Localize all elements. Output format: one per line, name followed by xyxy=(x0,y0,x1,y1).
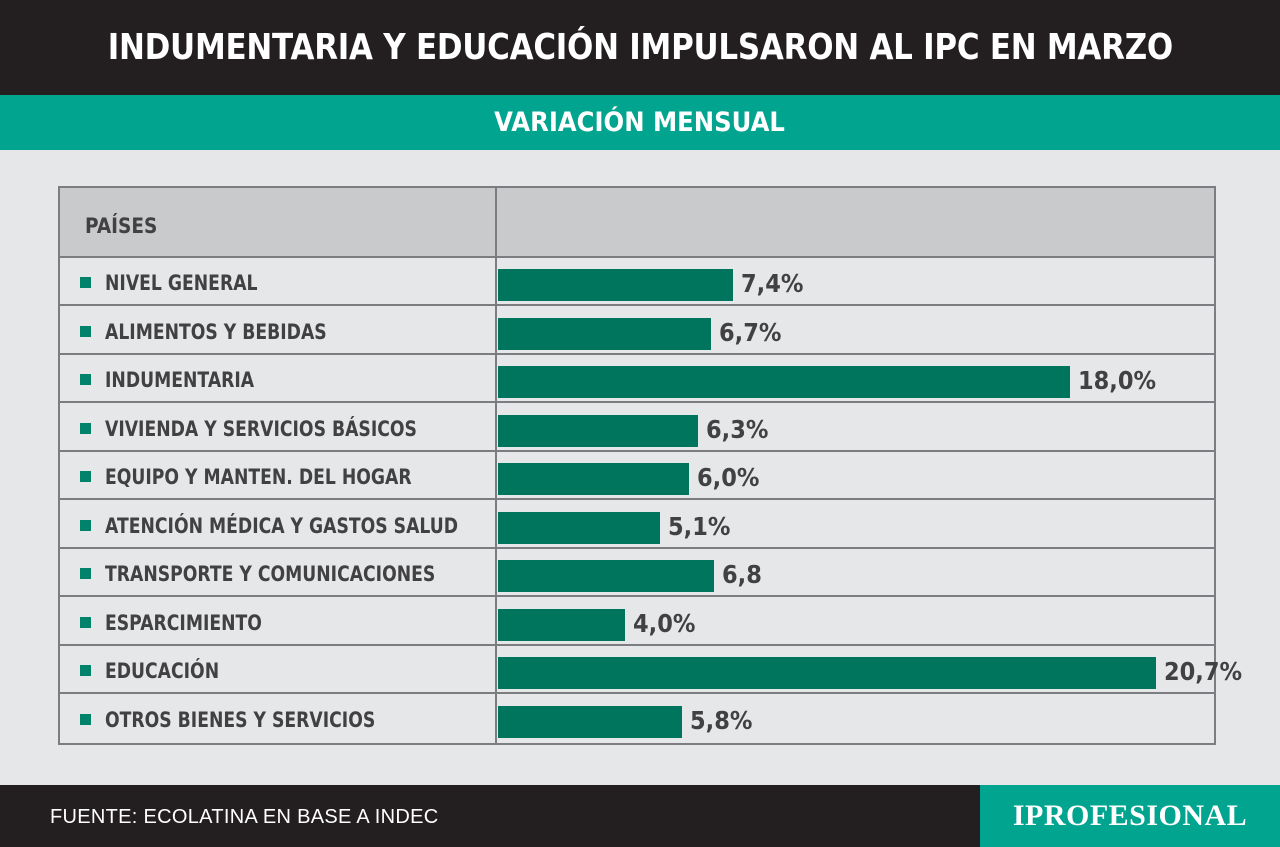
bar xyxy=(498,317,711,350)
footer-source: FUENTE: ECOLATINA EN BASE A INDEC xyxy=(50,806,439,828)
bar xyxy=(498,560,714,592)
chart-title: INDUMENTARIA Y EDUCACIÓN IMPULSARON AL I… xyxy=(107,27,1173,68)
bar xyxy=(498,414,698,447)
category-label: INDUMENTARIA xyxy=(105,368,255,392)
bullet-square-icon xyxy=(80,568,91,579)
bullet-square-icon xyxy=(80,616,91,628)
bar xyxy=(498,657,1156,689)
category-label: OTROS BIENES Y SERVICIOS xyxy=(105,707,376,732)
bar xyxy=(498,608,625,641)
bar xyxy=(498,463,689,495)
category-label: VIVIENDA Y SERVICIOS BÁSICOS xyxy=(105,416,417,441)
bullet-square-icon xyxy=(80,665,91,676)
table-row: OTROS BIENES Y SERVICIOS 5,8% xyxy=(60,695,1214,743)
chart-title-bar: INDUMENTARIA Y EDUCACIÓN IMPULSARON AL I… xyxy=(0,0,1280,95)
brand-logo: IPROFESIONAL xyxy=(980,785,1280,847)
bar-value-label: 4,0% xyxy=(633,608,696,638)
table-row: VIVIENDA Y SERVICIOS BÁSICOS 6,3% xyxy=(60,404,1214,452)
table-header: PAÍSES xyxy=(60,188,1214,258)
bar-value-label: 5,8% xyxy=(690,705,753,735)
bullet-square-icon xyxy=(80,374,91,385)
category-label: EDUCACIÓN xyxy=(105,659,220,683)
table-row: ESPARCIMIENTO 4,0% xyxy=(60,598,1214,646)
table-row: INDUMENTARIA 18,0% xyxy=(60,355,1214,403)
category-label: EQUIPO Y MANTEN. DEL HOGAR xyxy=(105,465,412,489)
bar-value-label: 6,3% xyxy=(706,414,769,444)
category-label: ATENCIÓN MÉDICA Y GASTOS SALUD xyxy=(105,513,459,538)
chart-subtitle-bar: VARIACIÓN MENSUAL xyxy=(0,95,1280,150)
bar-value-label: 6,7% xyxy=(719,317,782,347)
bar-value-label: 20,7% xyxy=(1164,657,1243,686)
brand-logo-text: IPROFESIONAL xyxy=(1012,799,1248,832)
bullet-square-icon xyxy=(80,277,91,288)
table-row: TRANSPORTE Y COMUNICACIONES 6,8 xyxy=(60,549,1214,597)
table-row: ATENCIÓN MÉDICA Y GASTOS SALUD 5,1% xyxy=(60,501,1214,549)
table-row: NIVEL GENERAL 7,4% xyxy=(60,258,1214,306)
category-label: ALIMENTOS Y BEBIDAS xyxy=(105,319,327,344)
bar-value-label: 6,0% xyxy=(697,463,760,492)
bar xyxy=(498,511,660,544)
bar xyxy=(498,269,733,301)
bar-value-label: 6,8 xyxy=(722,560,762,589)
category-label: ESPARCIMIENTO xyxy=(105,610,262,635)
bullet-square-icon xyxy=(80,325,91,337)
table-row: EDUCACIÓN 20,7% xyxy=(60,646,1242,694)
footer: FUENTE: ECOLATINA EN BASE A INDEC IPROFE… xyxy=(0,785,1280,847)
bar-value-label: 7,4% xyxy=(741,269,804,298)
chart-subtitle: VARIACIÓN MENSUAL xyxy=(494,107,786,138)
category-label: NIVEL GENERAL xyxy=(105,271,258,295)
table-header-label: PAÍSES xyxy=(85,214,158,238)
column-divider xyxy=(495,188,497,743)
bar xyxy=(498,705,682,738)
bar xyxy=(498,366,1070,398)
bullet-square-icon xyxy=(80,422,91,434)
bullet-square-icon xyxy=(80,713,91,725)
chart-table: PAÍSES NIVEL GENERAL 7,4% ALIMENTOS Y BEBI… xyxy=(58,186,1242,745)
table-row: ALIMENTOS Y BEBIDAS 6,7% xyxy=(60,307,1214,355)
bullet-square-icon xyxy=(80,519,91,531)
bullet-square-icon xyxy=(80,471,91,482)
table-row: EQUIPO Y MANTEN. DEL HOGAR 6,0% xyxy=(60,452,1214,500)
category-label: TRANSPORTE Y COMUNICACIONES xyxy=(105,562,436,586)
bar-value-label: 5,1% xyxy=(668,511,731,541)
bar-value-label: 18,0% xyxy=(1078,366,1157,395)
